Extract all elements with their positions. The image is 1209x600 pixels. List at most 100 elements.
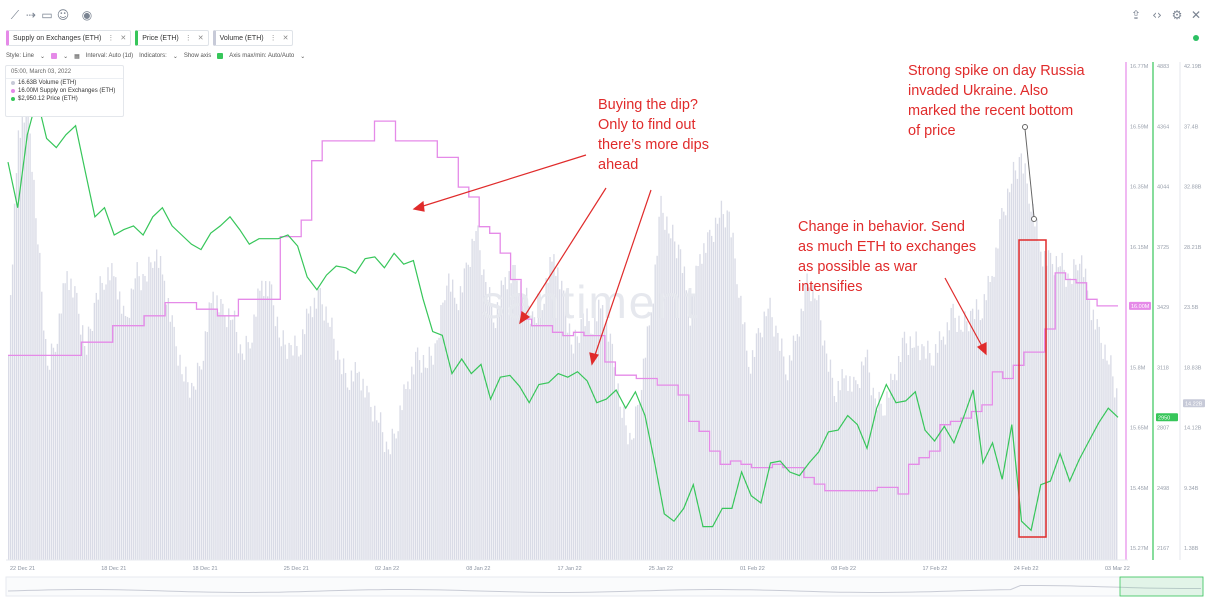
- volume-bar: [329, 326, 331, 560]
- x-tick-label: 24 Feb 22: [1014, 566, 1039, 572]
- volume-bar: [364, 397, 366, 560]
- spike-pointer-dot: [1031, 216, 1037, 222]
- volume-bar: [672, 224, 674, 560]
- volume-bar: [547, 282, 549, 560]
- volume-bar: [370, 406, 372, 560]
- more-icon[interactable]: ⋮: [184, 35, 192, 42]
- chevron-down-icon[interactable]: ⌄: [40, 53, 46, 60]
- volume-bar: [662, 212, 664, 560]
- settings-icon[interactable]: ⚙: [1171, 8, 1183, 22]
- volume-bar: [376, 420, 378, 560]
- volume-bar: [633, 438, 635, 560]
- volume-bar: [658, 216, 660, 561]
- volume-bar: [1112, 376, 1114, 560]
- volume-bar: [1061, 252, 1063, 560]
- chevron-down-icon[interactable]: ⌄: [300, 53, 306, 60]
- volume-bar: [742, 324, 744, 560]
- color-swatch[interactable]: [51, 53, 58, 59]
- emoji-icon[interactable]: ☺: [56, 8, 70, 22]
- eye-icon[interactable]: ◉: [81, 8, 93, 22]
- more-icon[interactable]: ⋮: [107, 35, 115, 42]
- metric-chip-volume[interactable]: Volume (ETH) ⋮ ✕: [212, 30, 294, 46]
- navigator-background[interactable]: [5, 576, 1204, 597]
- volume-bar: [1028, 203, 1030, 561]
- volume-bar: [886, 391, 888, 560]
- volume-bar: [586, 308, 588, 560]
- remove-icon[interactable]: ✕: [197, 35, 204, 42]
- volume-bar: [600, 308, 602, 560]
- tooltip-row-text: 16.00M Supply on Exchanges (ETH): [18, 88, 116, 94]
- share-icon[interactable]: ⇪: [1130, 8, 1142, 22]
- volume-bar: [625, 425, 627, 560]
- annotation-line: invaded Ukraine. Also: [908, 83, 1049, 99]
- volume-bar: [288, 342, 290, 560]
- volume-bar: [95, 292, 97, 560]
- volume-bar: [823, 340, 826, 560]
- axis-minmax-select[interactable]: Axis max/min: Auto/Auto: [229, 53, 295, 59]
- volume-bar: [222, 303, 224, 560]
- volume-bar: [687, 314, 689, 560]
- volume-bar: [290, 345, 292, 560]
- chevron-down-icon[interactable]: ⌄: [172, 53, 178, 60]
- volume-bar: [1022, 173, 1024, 560]
- volume-bar: [389, 454, 392, 560]
- volume-bar: [1069, 278, 1071, 560]
- interval-select[interactable]: Interval: Auto (1d): [85, 53, 134, 59]
- arrow-line: [523, 187, 607, 318]
- volume-bar: [282, 330, 284, 560]
- volume-bar: [198, 366, 201, 560]
- indicators-select[interactable]: Indicators:: [139, 53, 167, 59]
- volume-bar: [68, 290, 70, 560]
- remove-icon[interactable]: ✕: [120, 35, 127, 42]
- volume-bar: [296, 346, 298, 560]
- volume-bar: [510, 283, 512, 560]
- volume-bar: [161, 274, 164, 560]
- volume-bar: [903, 331, 906, 560]
- volume-bar: [675, 258, 678, 560]
- volume-bar: [1005, 215, 1007, 560]
- embed-code-icon[interactable]: ‹›: [1152, 8, 1162, 22]
- navigator-selection[interactable]: [1119, 576, 1204, 597]
- annotation-line: as possible as war: [798, 259, 918, 275]
- volume-bar: [956, 331, 958, 560]
- volume-bar: [257, 288, 259, 560]
- volume-bar: [348, 389, 351, 560]
- volume-bar: [814, 298, 816, 560]
- volume-bar: [553, 254, 555, 560]
- volume-bar: [415, 351, 417, 560]
- volume-bar: [434, 343, 436, 560]
- volume-bar: [931, 365, 933, 560]
- metric-chip-price[interactable]: Price (ETH) ⋮ ✕: [135, 30, 209, 46]
- style-select[interactable]: Style: Line: [6, 53, 35, 59]
- brush-icon[interactable]: ⟋: [10, 8, 20, 22]
- more-icon[interactable]: ⋮: [269, 35, 277, 42]
- volume-bar: [360, 390, 362, 560]
- note-icon[interactable]: ▭: [41, 8, 53, 22]
- chevron-down-icon[interactable]: ⌄: [63, 53, 69, 60]
- volume-bar: [623, 406, 625, 560]
- remove-icon[interactable]: ✕: [282, 35, 289, 42]
- volume-bar: [810, 301, 812, 560]
- y-tick-label: 16.35M: [1130, 185, 1149, 191]
- navigator-minimap: [5, 576, 1204, 597]
- volume-bar: [208, 302, 210, 560]
- annotation-line: Buying the dip?: [598, 97, 698, 113]
- volume-bar: [469, 266, 471, 560]
- volume-bar: [966, 321, 968, 560]
- volume-bar: [305, 308, 308, 560]
- metric-chip-supply[interactable]: Supply on Exchanges (ETH) ⋮ ✕: [6, 30, 132, 46]
- volume-bar: [527, 305, 530, 560]
- horizontal-line-icon[interactable]: ⇢: [25, 8, 37, 22]
- volume-bar: [907, 355, 910, 560]
- volume-bar: [50, 343, 53, 560]
- volume-bar: [218, 312, 220, 560]
- volume-bar: [1075, 264, 1077, 560]
- price-line: [7, 98, 1119, 532]
- show-axis-toggle[interactable]: [217, 53, 224, 59]
- volume-bar: [995, 247, 997, 560]
- volume-bar: [796, 334, 799, 560]
- volume-bar: [1073, 259, 1075, 560]
- volume-bar: [677, 244, 680, 561]
- close-icon[interactable]: ✕: [1190, 8, 1202, 22]
